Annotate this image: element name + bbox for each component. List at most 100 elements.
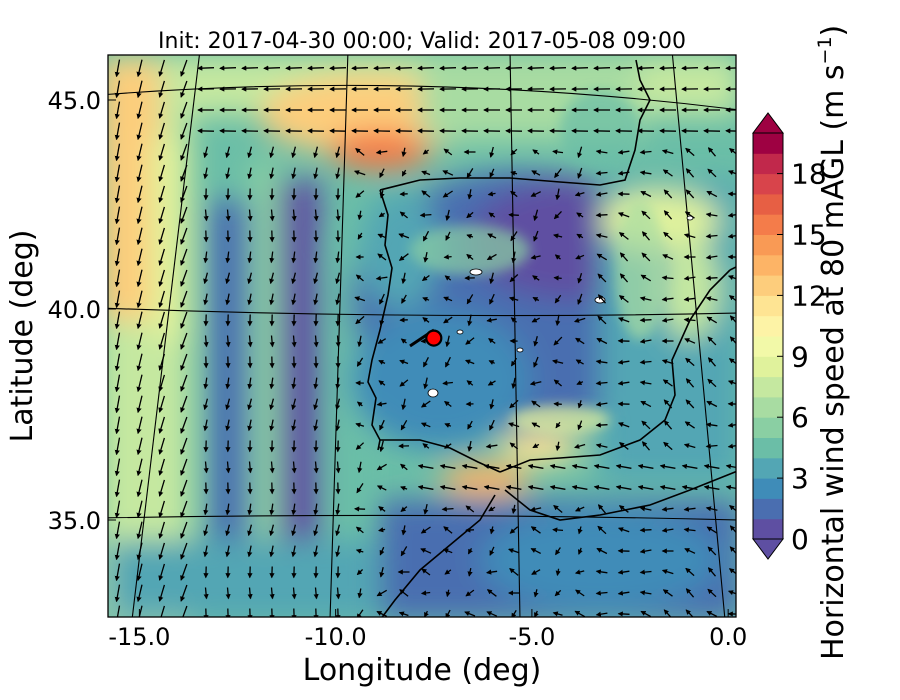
- wind-vector: [291, 146, 297, 159]
- wind-vector: [400, 506, 408, 512]
- wind-vector: [313, 167, 319, 180]
- wind-vector: [376, 401, 387, 407]
- wind-vector: [466, 380, 474, 386]
- wind-vector: [509, 526, 519, 534]
- wind-vector: [180, 395, 188, 413]
- wind-vector: [136, 59, 143, 78]
- wind-vector: [615, 484, 632, 491]
- wind-vector: [661, 317, 674, 323]
- wind-vector: [595, 212, 608, 218]
- wind-vector: [555, 547, 561, 556]
- wind-vector: [555, 314, 561, 327]
- wind-vector: [552, 359, 564, 365]
- wind-vector: [461, 463, 478, 470]
- wind-vector: [444, 443, 452, 449]
- wind-vector: [445, 335, 451, 348]
- wind-vector: [574, 569, 585, 575]
- wind-vector: [158, 374, 166, 392]
- wind-vector: [553, 504, 563, 513]
- wind-vector: [378, 380, 386, 386]
- wind-vector: [399, 211, 409, 219]
- wind-vector: [597, 315, 607, 325]
- wind-vector: [114, 521, 121, 540]
- wind-vector: [421, 274, 430, 282]
- wind-vector: [357, 588, 363, 599]
- wind-vector: [725, 484, 736, 491]
- wind-vector: [423, 503, 429, 515]
- wind-vector: [725, 463, 736, 470]
- wind-vector: [727, 170, 736, 176]
- wind-vector: [467, 189, 473, 200]
- wind-vector: [335, 461, 341, 474]
- wind-vector: [444, 423, 452, 428]
- wind-vector: [136, 437, 143, 456]
- wind-vector: [488, 338, 496, 344]
- wind-vector: [683, 443, 696, 449]
- wind-vector: [443, 254, 452, 260]
- wind-vector: [158, 395, 166, 413]
- wind-vector: [225, 167, 231, 180]
- wind-vector: [136, 290, 143, 309]
- wind-vector: [247, 167, 253, 180]
- wind-vector: [269, 167, 275, 180]
- figure-title: Init: 2017-04-30 00:00; Valid: 2017-05-0…: [158, 29, 686, 54]
- wind-vector: [136, 332, 143, 351]
- wind-vector: [597, 504, 606, 514]
- wind-vector: [663, 399, 673, 409]
- wind-vector: [727, 380, 736, 386]
- colorbar-tick-label: 12: [791, 279, 827, 312]
- wind-vector: [291, 293, 297, 306]
- wind-vector: [510, 317, 518, 323]
- wind-vector: [707, 168, 717, 178]
- wind-vector: [247, 545, 253, 558]
- wind-vector: [554, 294, 562, 304]
- wind-vector: [532, 443, 540, 449]
- wind-vector: [203, 503, 209, 516]
- wind-vector: [379, 314, 385, 326]
- wind-vector: [533, 336, 539, 347]
- wind-vector: [489, 526, 495, 535]
- wind-vector: [180, 500, 188, 518]
- wind-vector: [641, 210, 651, 220]
- wind-vector: [399, 589, 409, 597]
- wind-vector: [703, 463, 720, 470]
- wind-vector: [353, 170, 366, 176]
- wind-vector: [640, 190, 652, 198]
- wind-vector: [225, 293, 231, 306]
- wind-vector: [595, 380, 608, 386]
- wind-vector: [180, 542, 188, 560]
- wind-vector: [549, 65, 567, 71]
- wind-vector: [531, 170, 541, 176]
- y-axis: 45.0 40.0 35.0 Latitude (deg): [5, 87, 116, 535]
- wind-vector: [467, 420, 473, 430]
- wind-vector: [247, 524, 253, 537]
- wind-vector: [203, 545, 209, 558]
- wind-vector: [180, 437, 188, 455]
- wind-vector: [355, 190, 365, 198]
- wind-vector: [683, 527, 696, 533]
- wind-vector: [659, 65, 677, 71]
- wind-vector: [729, 148, 736, 155]
- wind-vector: [489, 399, 495, 410]
- wind-vector: [596, 253, 608, 261]
- colorbar-segment: [753, 295, 783, 317]
- wind-vector: [203, 293, 209, 306]
- wind-vector: [487, 380, 496, 386]
- wind-vector: [706, 400, 718, 408]
- wind-vector: [114, 500, 121, 519]
- wind-vector: [444, 569, 452, 575]
- wind-vector: [593, 463, 610, 470]
- wind-vector: [705, 422, 718, 428]
- wind-vector: [595, 401, 608, 407]
- wind-vector: [136, 479, 143, 498]
- wind-vector: [417, 463, 434, 470]
- wind-vector: [291, 587, 297, 600]
- wind-vector: [593, 484, 610, 491]
- wind-vector: [269, 209, 275, 222]
- wind-vector: [400, 463, 408, 471]
- wind-vector: [269, 524, 275, 537]
- wind-vector: [466, 168, 474, 179]
- wind-vector: [180, 353, 188, 371]
- wind-vector: [663, 210, 673, 220]
- wind-vector: [379, 567, 385, 578]
